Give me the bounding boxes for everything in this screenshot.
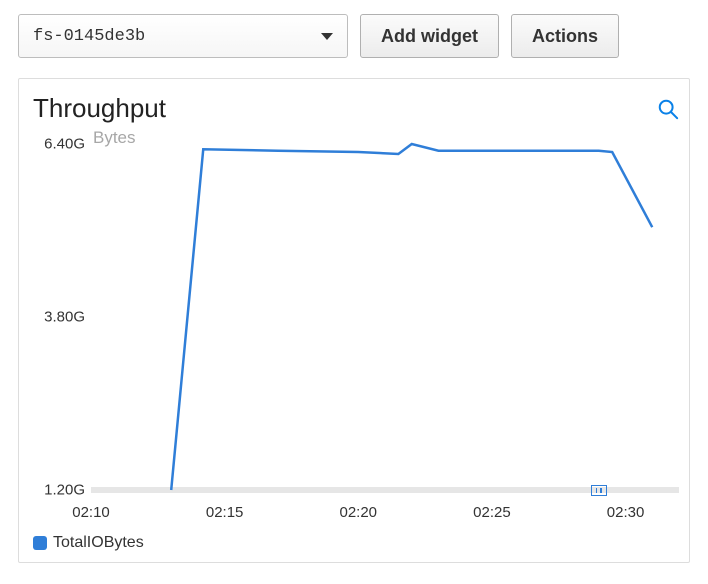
legend: TotalIOBytes	[33, 534, 679, 552]
search-icon[interactable]	[657, 98, 679, 120]
y-tick-label: 6.40G	[44, 136, 85, 153]
actions-label: Actions	[532, 26, 598, 47]
y-axis: 6.40G 3.80G 1.20G	[33, 130, 91, 500]
plot-area	[91, 130, 679, 500]
panel-header: Throughput	[33, 93, 679, 124]
chevron-down-icon	[321, 33, 333, 40]
add-widget-label: Add widget	[381, 26, 478, 47]
chart-panel: Throughput Bytes 6.40G3.80G1.20G 02:1002…	[18, 78, 690, 563]
legend-label: TotalIOBytes	[53, 534, 144, 552]
chart-area: Bytes 6.40G3.80G1.20G	[33, 130, 679, 500]
time-marker-icon[interactable]	[591, 485, 607, 496]
dropdown-value: fs-0145de3b	[33, 27, 145, 46]
x-axis: 02:1002:1502:2002:2502:30	[91, 504, 679, 524]
x-tick-label: 02:25	[473, 504, 511, 521]
line-series	[91, 130, 679, 500]
y-tick-label: 3.80G	[44, 309, 85, 326]
toolbar: fs-0145de3b Add widget Actions	[0, 0, 708, 68]
legend-swatch	[33, 536, 47, 550]
chart-title: Throughput	[33, 93, 166, 124]
x-tick-label: 02:30	[607, 504, 645, 521]
add-widget-button[interactable]: Add widget	[360, 14, 499, 58]
x-tick-label: 02:20	[339, 504, 377, 521]
y-tick-label: 1.20G	[44, 482, 85, 499]
x-tick-label: 02:15	[206, 504, 244, 521]
actions-button[interactable]: Actions	[511, 14, 619, 58]
x-tick-label: 02:10	[72, 504, 110, 521]
filesystem-dropdown[interactable]: fs-0145de3b	[18, 14, 348, 58]
